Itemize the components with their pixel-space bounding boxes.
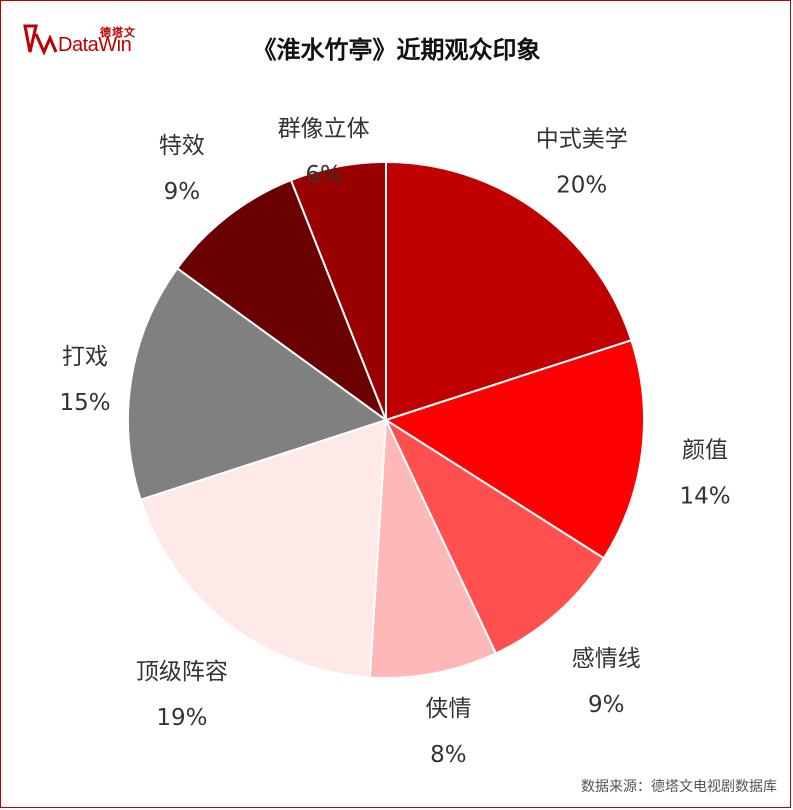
chart-title: 《淮水竹亭》近期观众印象 <box>252 36 541 64</box>
slice-label: 群像立体 <box>278 116 370 142</box>
pie-slice <box>127 266 389 501</box>
slice-percent-label: 9% <box>588 692 625 718</box>
slice-label: 侠情 <box>425 696 471 722</box>
slice-percent-label: 20% <box>556 173 607 199</box>
pie-slice <box>139 418 388 679</box>
pie-slice <box>175 178 389 423</box>
slice-percent-label: 8% <box>430 742 467 768</box>
slice-percent-label: 15% <box>59 390 110 416</box>
logo-english-text: DataWin <box>58 34 132 56</box>
data-source-note: 数据来源：德塔文电视剧数据库 <box>581 779 777 795</box>
datawin-logo: 德塔文 DataWin <box>22 20 152 60</box>
slice-label: 中式美学 <box>536 127 628 153</box>
pie-slice <box>289 160 387 421</box>
slice-percent-label: 14% <box>679 484 730 510</box>
pie-slice <box>368 419 498 679</box>
pie-slice <box>383 339 645 560</box>
pie-slice <box>383 417 606 655</box>
slice-label: 感情线 <box>572 646 641 672</box>
slice-percent-label: 9% <box>164 179 201 205</box>
slice-label: 颜值 <box>682 438 728 464</box>
logo-chinese-text: 德塔文 <box>100 26 136 39</box>
slice-percent-label: 6% <box>305 162 342 188</box>
slice-label: 打戏 <box>62 344 108 370</box>
slice-label: 顶级阵容 <box>136 659 228 685</box>
slice-percent-label: 19% <box>156 705 207 731</box>
pie-slice <box>385 160 633 422</box>
slice-label: 特效 <box>159 133 205 159</box>
logo-mark-icon <box>23 24 58 56</box>
